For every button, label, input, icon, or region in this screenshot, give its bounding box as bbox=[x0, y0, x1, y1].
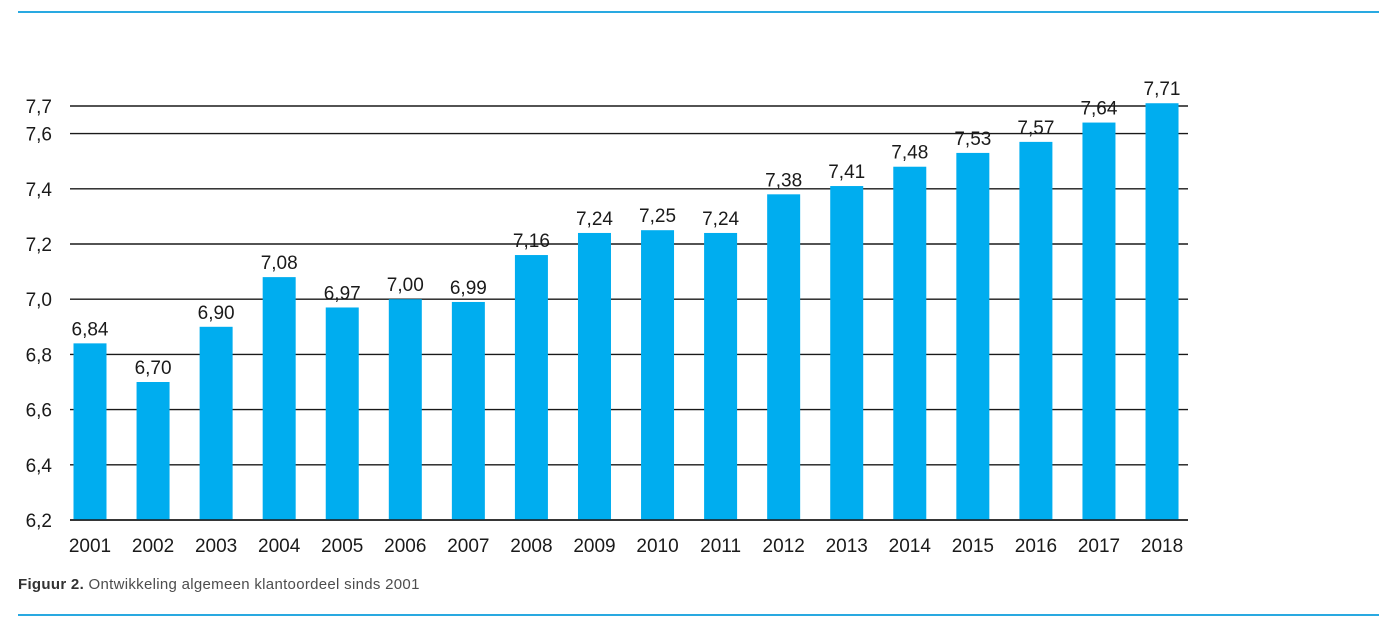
y-tick-label: 7,6 bbox=[26, 125, 52, 146]
bar bbox=[1145, 103, 1179, 521]
x-tick-label: 2011 bbox=[700, 536, 741, 557]
x-tick-label: 2010 bbox=[636, 536, 678, 557]
y-tick-label: 6,8 bbox=[26, 345, 52, 366]
y-tick-label: 7,4 bbox=[26, 180, 53, 201]
x-tick-label: 2001 bbox=[69, 536, 111, 557]
x-tick-label: 2005 bbox=[321, 536, 363, 557]
data-label: 7,64 bbox=[1080, 99, 1117, 120]
data-label: 7,16 bbox=[513, 231, 550, 252]
caption-text: Ontwikkeling algemeen klantoordeel sinds… bbox=[88, 576, 420, 593]
y-tick-label: 6,6 bbox=[26, 401, 52, 422]
x-tick-label: 2015 bbox=[952, 536, 994, 557]
x-tick-label: 2016 bbox=[1015, 536, 1057, 557]
x-tick-label: 2003 bbox=[195, 536, 237, 557]
y-tick-label: 7,7 bbox=[26, 97, 52, 118]
bar bbox=[325, 307, 359, 520]
bar bbox=[956, 152, 990, 521]
x-tick-label: 2018 bbox=[1141, 536, 1183, 557]
bar bbox=[893, 166, 927, 520]
bar bbox=[641, 230, 675, 520]
data-label: 7,53 bbox=[954, 129, 991, 150]
bar-chart: 6,2 6,4 6,6 6,8 7,0 7,2 7,4 7,6 7,7 6,84 2001 6,70 2… bbox=[26, 79, 1188, 557]
data-label: 6,70 bbox=[135, 358, 172, 379]
data-label: 7,41 bbox=[828, 162, 865, 183]
bar bbox=[514, 255, 548, 521]
data-label: 6,90 bbox=[198, 303, 235, 324]
data-label: 7,38 bbox=[765, 170, 802, 191]
top-rule bbox=[18, 11, 1379, 13]
data-label: 7,24 bbox=[576, 209, 613, 230]
x-tick-label: 2007 bbox=[447, 536, 489, 557]
bar bbox=[451, 301, 485, 520]
x-tick-label: 2006 bbox=[384, 536, 426, 557]
data-label: 7,57 bbox=[1017, 118, 1054, 139]
data-label: 7,25 bbox=[639, 206, 676, 227]
data-label: 7,48 bbox=[891, 143, 928, 164]
bar bbox=[262, 277, 296, 520]
bar bbox=[577, 232, 611, 520]
data-label: 6,97 bbox=[324, 283, 361, 304]
bar bbox=[73, 343, 107, 520]
x-tick-label: 2004 bbox=[258, 536, 301, 557]
bar bbox=[199, 326, 233, 520]
x-tick-label: 2009 bbox=[573, 536, 615, 557]
bar bbox=[767, 194, 801, 520]
data-label: 7,08 bbox=[261, 253, 298, 274]
figure-caption: Figuur 2. Ontwikkeling algemeen klantoor… bbox=[18, 576, 420, 593]
y-tick-label: 6,4 bbox=[26, 456, 53, 477]
bar bbox=[704, 232, 738, 520]
x-tick-label: 2017 bbox=[1078, 536, 1120, 557]
bar bbox=[1082, 122, 1116, 520]
data-label: 7,71 bbox=[1144, 79, 1181, 100]
data-label: 6,84 bbox=[72, 319, 109, 340]
bar bbox=[1019, 141, 1053, 520]
x-tick-label: 2012 bbox=[763, 536, 805, 557]
x-tick-label: 2014 bbox=[889, 536, 932, 557]
y-tick-label: 7,2 bbox=[26, 235, 52, 256]
data-label: 7,24 bbox=[702, 209, 739, 230]
bar bbox=[830, 186, 864, 521]
bottom-rule bbox=[18, 614, 1379, 616]
data-label: 6,99 bbox=[450, 278, 487, 299]
bar bbox=[388, 299, 422, 520]
y-tick-label: 6,2 bbox=[26, 511, 52, 532]
x-tick-label: 2008 bbox=[510, 536, 552, 557]
caption-lead: Figuur 2. bbox=[18, 576, 85, 593]
x-tick-label: 2013 bbox=[826, 536, 868, 557]
data-label: 7,00 bbox=[387, 275, 424, 296]
bar bbox=[136, 382, 170, 520]
y-tick-label: 7,0 bbox=[26, 290, 52, 311]
x-tick-label: 2002 bbox=[132, 536, 174, 557]
